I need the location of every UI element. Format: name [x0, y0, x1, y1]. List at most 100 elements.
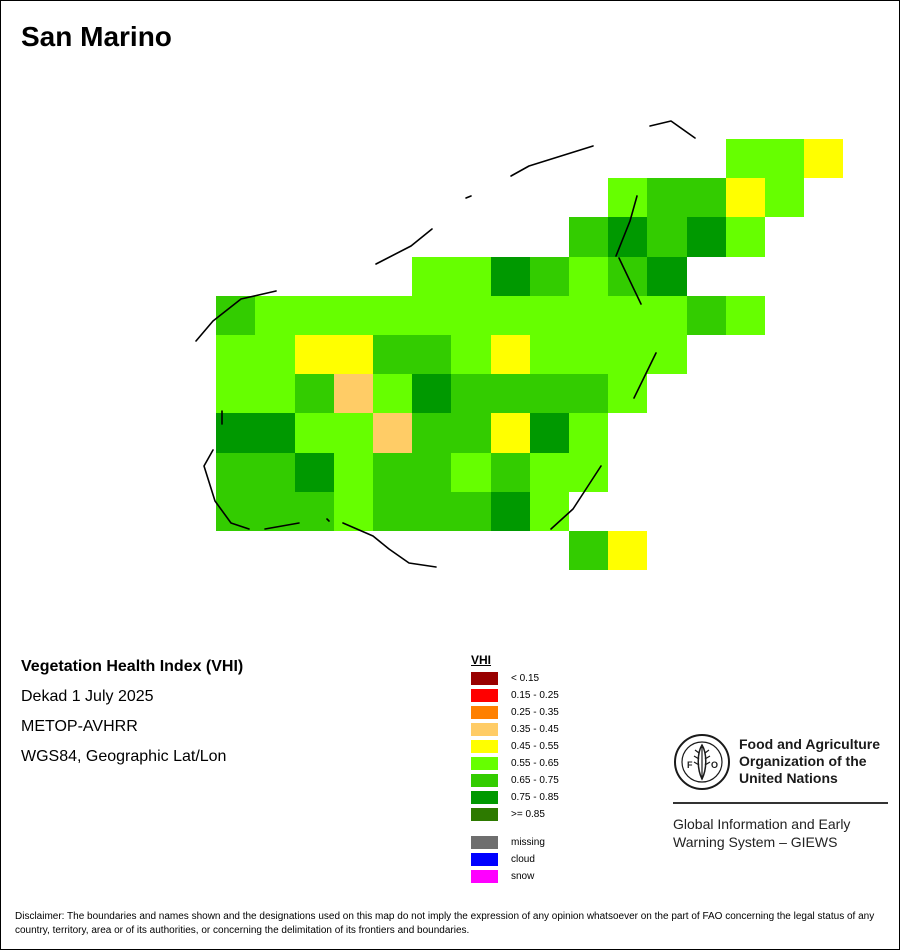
vhi-cell — [530, 335, 569, 374]
country-border — [195, 120, 696, 568]
vhi-cell — [451, 374, 491, 413]
legend-swatch — [471, 672, 498, 685]
legend-title: VHI — [471, 653, 492, 667]
vhi-cell — [334, 413, 373, 453]
vhi-cell — [412, 335, 451, 374]
vhi-cell — [726, 296, 765, 335]
index-title: Vegetation Health Index (VHI) — [21, 658, 244, 675]
legend-swatch — [471, 757, 498, 770]
vhi-cell — [491, 492, 530, 531]
legend-swatch — [471, 706, 498, 719]
fao-name: Food and Agriculture Organization of the… — [739, 736, 880, 787]
vhi-cell — [373, 413, 412, 453]
vhi-cell — [530, 296, 569, 335]
vhi-cell — [726, 139, 765, 178]
vhi-cell — [608, 335, 647, 374]
legend-label: cloud — [511, 854, 535, 865]
fao-name-line: Organization of the — [739, 753, 867, 769]
vhi-cell — [569, 257, 608, 296]
vhi-cell — [295, 453, 334, 492]
giews-line: Warning System – GIEWS — [673, 834, 838, 850]
legend-swatch — [471, 836, 498, 849]
vhi-cell — [412, 296, 451, 335]
vhi-cell — [216, 296, 255, 335]
vhi-cell — [569, 217, 608, 257]
vhi-cell — [373, 296, 412, 335]
fao-logo-icon: F O — [674, 734, 730, 790]
dekad-label: Dekad 1 July 2025 — [21, 688, 154, 705]
vhi-cell — [216, 374, 255, 413]
vhi-cell — [216, 335, 255, 374]
svg-text:F: F — [687, 760, 693, 770]
vhi-cell — [569, 531, 608, 570]
vhi-cell — [608, 296, 647, 335]
vhi-cell — [334, 492, 373, 531]
legend-label: >= 0.85 — [511, 809, 545, 820]
vhi-cell — [491, 413, 530, 453]
vhi-cell — [373, 335, 412, 374]
vhi-cell — [451, 453, 491, 492]
vhi-cell — [491, 257, 530, 296]
legend-swatch — [471, 808, 498, 821]
vhi-cell — [491, 335, 530, 374]
legend-label: 0.65 - 0.75 — [511, 775, 559, 786]
fao-name-line: Food and Agriculture — [739, 736, 881, 752]
giews-label: Global Information and Early Warning Sys… — [673, 815, 850, 851]
legend-label: missing — [511, 837, 545, 848]
vhi-cell — [530, 374, 569, 413]
vhi-cell — [726, 178, 765, 217]
vhi-cell — [491, 453, 530, 492]
vhi-grid — [216, 139, 843, 570]
vhi-cell — [412, 453, 451, 492]
legend-label: 0.25 - 0.35 — [511, 707, 559, 718]
vhi-cell — [569, 296, 608, 335]
vhi-cell — [373, 374, 412, 413]
legend-label: 0.75 - 0.85 — [511, 792, 559, 803]
vhi-cell — [334, 335, 373, 374]
vhi-cell — [255, 453, 295, 492]
disclaimer: Disclaimer: The boundaries and names sho… — [15, 911, 875, 936]
legend-label: snow — [511, 871, 535, 882]
vhi-cell — [334, 296, 373, 335]
vhi-cell — [569, 374, 608, 413]
vhi-cell — [295, 492, 334, 531]
vhi-cell — [412, 413, 451, 453]
legend-swatch — [471, 870, 498, 883]
vhi-cell — [255, 335, 295, 374]
legend-label: 0.45 - 0.55 — [511, 741, 559, 752]
vhi-cell — [451, 492, 491, 531]
vhi-cell — [726, 217, 765, 257]
vhi-cell — [295, 413, 334, 453]
vhi-cell — [647, 335, 687, 374]
vhi-cell — [491, 374, 530, 413]
vhi-cell — [569, 335, 608, 374]
fao-name-line: United Nations — [739, 770, 838, 786]
vhi-cell — [608, 531, 647, 570]
vhi-cell — [608, 178, 647, 217]
vhi-cell — [295, 335, 334, 374]
legend-label: 0.55 - 0.65 — [511, 758, 559, 769]
vhi-cell — [451, 296, 491, 335]
vhi-cell — [373, 453, 412, 492]
legend-label: < 0.15 — [511, 673, 540, 684]
vhi-cell — [255, 413, 295, 453]
vhi-cell — [334, 453, 373, 492]
legend-label: 0.35 - 0.45 — [511, 724, 559, 735]
svg-text:O: O — [711, 760, 718, 770]
vhi-cell — [687, 178, 726, 217]
vhi-cell — [765, 178, 804, 217]
vhi-cell — [451, 413, 491, 453]
vhi-cell — [295, 296, 334, 335]
vhi-cell — [530, 413, 569, 453]
vhi-cell — [255, 296, 295, 335]
legend-swatch — [471, 853, 498, 866]
vhi-cell — [765, 139, 804, 178]
vhi-cell — [530, 257, 569, 296]
vhi-cell — [373, 492, 412, 531]
vhi-cell — [412, 374, 451, 413]
vhi-cell — [647, 217, 687, 257]
vhi-cell — [530, 492, 569, 531]
vhi-cell — [451, 335, 491, 374]
